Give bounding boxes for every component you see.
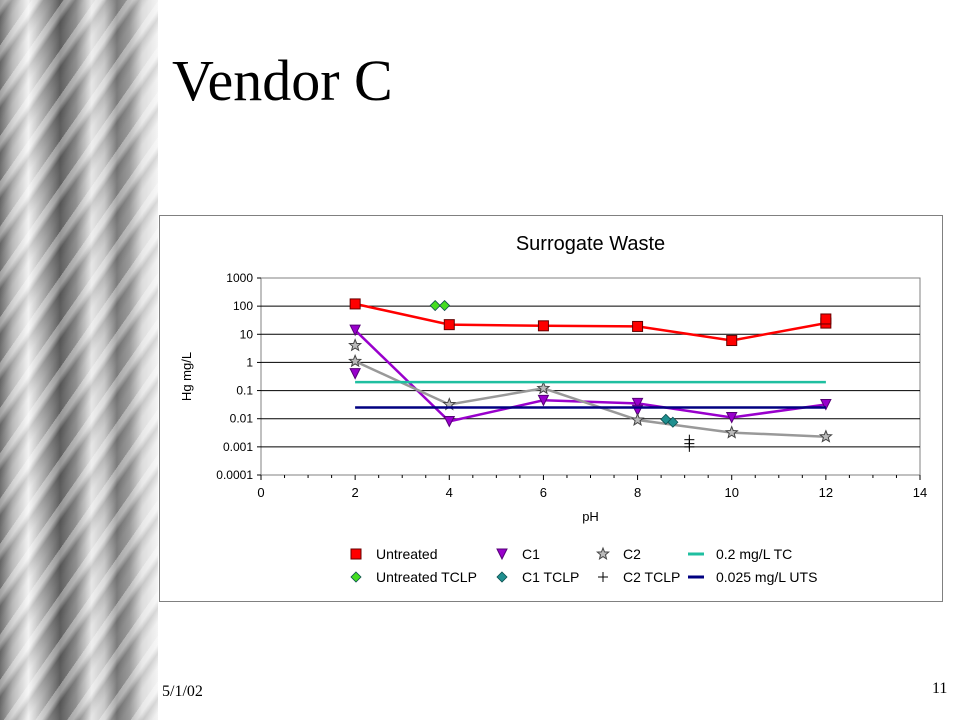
data-point (632, 320, 644, 332)
data-point (349, 368, 361, 380)
legend-swatch (496, 548, 508, 561)
y-tick-label: 0.1 (236, 384, 253, 398)
chart-title: Surrogate Waste (516, 233, 665, 255)
legend-swatch (496, 571, 508, 583)
legend-label: 0.025 mg/L UTS (716, 569, 817, 585)
series-untreated-tclp (429, 299, 451, 312)
legend-item-c2-tclp: C2 TCLP (598, 569, 680, 585)
footer-date: 5/1/02 (162, 683, 203, 700)
x-tick-label: 0 (257, 485, 264, 500)
data-point (348, 353, 363, 368)
data-point (684, 441, 695, 452)
legend-label: C2 TCLP (623, 569, 680, 585)
y-tick-label: 1 (246, 355, 253, 369)
x-tick-label: 8 (634, 485, 641, 500)
series-line (354, 329, 827, 423)
data-point (429, 299, 441, 312)
y-tick-label: 0.001 (223, 440, 253, 454)
data-point (349, 324, 361, 337)
y-axis-label: Hg mg/L (179, 352, 194, 401)
legend-item-0-2-mg-l-tc: 0.2 mg/L TC (688, 546, 792, 562)
y-tick-label: 1000 (226, 271, 253, 285)
data-point (724, 425, 739, 439)
x-tick-label: 6 (540, 485, 547, 500)
y-tick-label: 0.01 (230, 412, 254, 426)
y-tick-label: 0.0001 (216, 468, 253, 482)
data-point (536, 380, 551, 395)
legend-label: Untreated (376, 546, 437, 562)
data-point (348, 338, 363, 352)
legend-label: C2 (623, 546, 641, 562)
y-tick-label: 10 (240, 327, 254, 341)
legend-item-0-025-mg-l-uts: 0.025 mg/L UTS (688, 569, 817, 585)
legend-item-c2: C2 (596, 546, 641, 562)
data-point (820, 398, 832, 411)
data-point (537, 320, 549, 332)
data-point (726, 335, 738, 347)
slide-title: Vendor C (172, 48, 393, 113)
data-point (725, 412, 738, 424)
legend-label: 0.2 mg/L TC (716, 546, 792, 562)
legend-item-c1-tclp: C1 TCLP (496, 569, 579, 585)
data-point (818, 429, 833, 443)
data-point (820, 313, 832, 325)
legend-label: Untreated TCLP (376, 569, 477, 585)
legend-swatch (596, 546, 610, 561)
chart-container: Surrogate Waste 0.0001 0.001 0.01 0.1 1 10 100 1… (159, 215, 943, 602)
legend-swatch (350, 548, 362, 560)
x-tick-label: 2 (352, 485, 359, 500)
y-tick-label: 100 (233, 299, 253, 313)
data-point (630, 412, 645, 427)
page-number: 11 (932, 680, 948, 697)
x-tick-label: 4 (446, 485, 453, 500)
series-untreated (349, 298, 832, 347)
data-point (439, 299, 451, 312)
x-tick-label: 12 (819, 485, 833, 500)
x-tick-label: 10 (724, 485, 738, 500)
legend-item-untreated-tclp: Untreated TCLP (350, 569, 477, 585)
legend-item-untreated: Untreated (350, 546, 437, 562)
legend-label: C1 (522, 546, 540, 562)
legend-swatch (598, 572, 608, 582)
series-line (354, 302, 827, 342)
series-c1-tclp (660, 413, 679, 428)
data-point (443, 415, 456, 428)
series-c2-tclp (684, 434, 695, 452)
decorative-side-bar (0, 0, 158, 720)
data-point (631, 397, 644, 410)
series-line (354, 360, 826, 438)
series-c1 (349, 324, 832, 428)
series-c2 (348, 338, 833, 443)
legend-item-c1: C1 (496, 546, 540, 562)
data-point (349, 298, 361, 310)
data-point (667, 416, 679, 428)
x-tick-label: 14 (913, 485, 927, 500)
data-point (537, 394, 550, 407)
data-point (443, 319, 455, 331)
chart-svg: Surrogate Waste0.00010.0010.010.11101001… (179, 233, 927, 585)
legend-label: C1 TCLP (522, 569, 579, 585)
legend-swatch (350, 571, 362, 583)
x-axis-label: pH (582, 509, 599, 524)
